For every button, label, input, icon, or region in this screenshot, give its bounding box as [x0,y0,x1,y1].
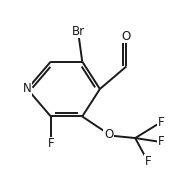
Text: Br: Br [72,25,85,38]
Text: O: O [104,128,113,141]
Text: N: N [23,82,32,96]
Text: O: O [122,30,131,43]
Text: F: F [157,116,164,129]
Text: F: F [157,135,164,148]
Text: F: F [145,155,151,168]
Text: F: F [48,137,54,150]
